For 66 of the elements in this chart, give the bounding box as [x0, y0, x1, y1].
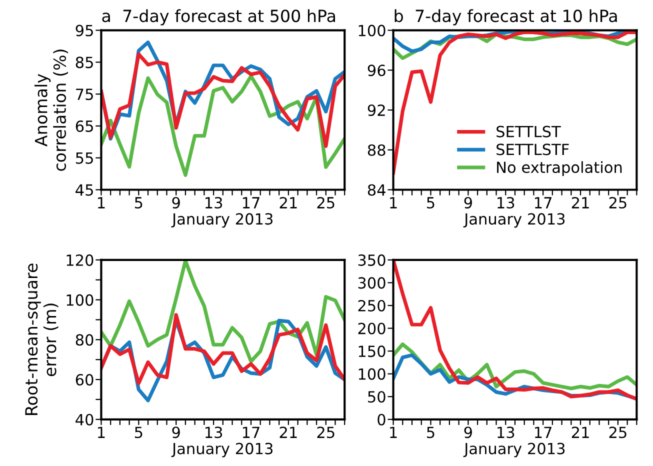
x-axis-title: January 2013: [171, 442, 273, 458]
y-axis-title: Root-mean-square error (m): [25, 264, 58, 415]
y-tick-label: 350: [358, 254, 386, 266]
x-tick-label: 17: [535, 426, 552, 438]
x-tick-label: 5: [134, 426, 142, 438]
y-tick-label: 250: [358, 300, 386, 312]
x-tick-label: 5: [134, 197, 142, 209]
x-tick-label: 21: [280, 426, 297, 438]
x-tick-label: 21: [572, 426, 589, 438]
x-tick-label: 1: [98, 197, 105, 208]
x-tick-label: 1: [98, 426, 105, 438]
x-tick-label: 21: [280, 196, 297, 208]
x-tick-label: 13: [498, 426, 514, 438]
y-tick-label: 92: [368, 104, 385, 116]
x-tick-label: 25: [317, 196, 334, 209]
y-tick-label: 100: [358, 368, 386, 380]
x-tick-label: 13: [206, 196, 222, 209]
x-tick-label: 17: [242, 197, 260, 208]
y-tick-label: 50: [368, 391, 386, 403]
y-tick-label: 96: [368, 64, 386, 76]
y-axis-title: Anomaly correlation (%): [34, 50, 68, 171]
x-tick-label: 9: [464, 196, 472, 209]
line-series: [101, 52, 345, 148]
y-tick-label: 95: [76, 24, 93, 36]
legend-label: SETTLSTF: [496, 144, 569, 156]
x-tick-label: 25: [609, 426, 626, 438]
x-tick-label: 13: [498, 196, 514, 209]
chart-title: a 7-day forecast at 500 hPa: [102, 9, 336, 26]
y-tick-label: 200: [358, 322, 386, 334]
legend-label: No extrapolation: [497, 161, 622, 176]
y-tick-label: 0: [378, 414, 386, 426]
y-tick-label: 150: [358, 346, 386, 358]
x-tick-label: 5: [427, 197, 434, 209]
y-tick-label: 85: [76, 56, 93, 68]
y-tick-label: 300: [358, 277, 386, 289]
x-tick-label: 17: [535, 197, 552, 208]
x-tick-label: 21: [572, 196, 589, 208]
x-axis-title: January 2013: [171, 213, 273, 228]
y-tick-label: 84: [368, 184, 386, 196]
y-tick-label: 60: [76, 374, 94, 386]
line-series: [101, 74, 345, 177]
chart-title: b 7-day forecast at 10 hPa: [394, 9, 617, 26]
x-tick-label: 13: [206, 426, 222, 438]
x-tick-label: 5: [427, 426, 434, 438]
y-tick-label: 80: [76, 334, 94, 346]
y-tick-label: 45: [76, 184, 93, 196]
x-tick-label: 9: [172, 196, 180, 209]
y-tick-label: 120: [66, 254, 94, 266]
y-tick-label: 100: [358, 24, 386, 36]
y-tick-label: 40: [76, 414, 94, 426]
y-tick-label: 75: [76, 88, 93, 100]
x-tick-label: 1: [390, 426, 397, 438]
x-tick-label: 25: [317, 426, 334, 438]
y-tick-label: 88: [368, 144, 386, 156]
y-tick-label: 65: [76, 120, 93, 132]
x-tick-label: 9: [464, 426, 472, 438]
x-axis-title: January 2013: [463, 213, 565, 228]
legend-label: SETTLST: [496, 126, 561, 138]
x-axis-title: January 2013: [463, 442, 565, 458]
x-tick-label: 25: [609, 196, 626, 209]
line-series: [101, 313, 345, 386]
y-tick-label: 55: [76, 152, 93, 164]
x-tick-label: 9: [172, 426, 180, 438]
x-tick-label: 1: [390, 197, 397, 208]
y-tick-label: 100: [66, 294, 94, 306]
x-tick-label: 17: [242, 426, 260, 438]
